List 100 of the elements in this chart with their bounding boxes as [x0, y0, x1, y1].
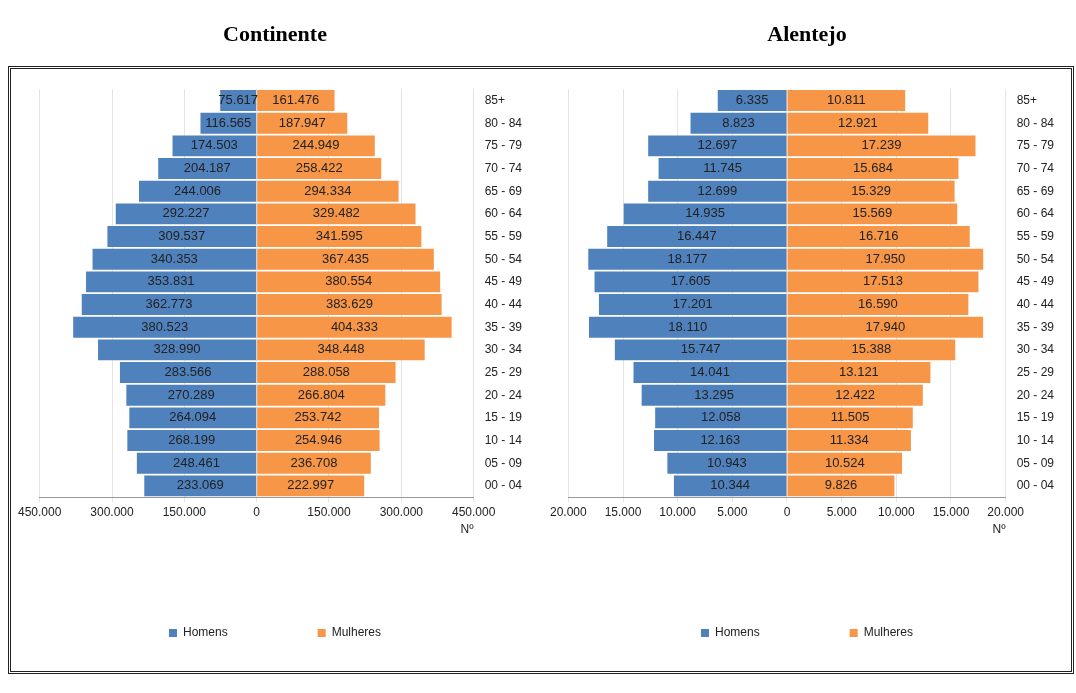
x-tick-label: 150.000 [307, 504, 351, 519]
data-label: 13.295 [694, 386, 734, 402]
x-tick-label: 10.000 [877, 504, 915, 519]
x-tick-label: 0 [253, 504, 261, 519]
data-label: 10.524 [824, 454, 865, 470]
data-label: 8.823 [722, 114, 755, 130]
bar [658, 158, 787, 179]
bar [257, 226, 422, 247]
data-label: 254.946 [294, 432, 342, 448]
y-tick-label: 85+ [484, 92, 505, 107]
data-label: 11.745 [703, 160, 742, 176]
data-label: 15.388 [851, 341, 892, 357]
bar [598, 294, 787, 315]
data-label: 268.199 [168, 432, 216, 448]
data-label: 174.503 [190, 137, 238, 153]
x-tick-label: 300.000 [90, 504, 135, 519]
y-tick-label: 60 - 64 [484, 206, 523, 221]
y-tick-label: 75 - 79 [1016, 138, 1055, 153]
y-tick-label: 85+ [1016, 92, 1037, 107]
data-label: 16.716 [858, 228, 899, 244]
data-label: 309.537 [158, 228, 206, 244]
data-label: 253.742 [294, 409, 342, 425]
bar [787, 362, 931, 383]
y-tick-label: 00 - 04 [1016, 478, 1055, 493]
y-tick-label: 75 - 79 [484, 138, 523, 153]
y-tick-label: 70 - 74 [1016, 160, 1055, 175]
data-label: 292.227 [162, 205, 210, 221]
x-tick-label: 15.000 [604, 504, 642, 519]
legend-label: Homens [182, 625, 228, 640]
data-label: 294.334 [304, 182, 352, 198]
x-tick-label: 5.000 [826, 504, 857, 519]
y-tick-label: 05 - 09 [484, 455, 523, 470]
data-label: 17.940 [865, 318, 906, 334]
y-tick-label: 80 - 84 [1016, 115, 1055, 130]
data-label: 12.058 [700, 409, 741, 425]
chart-title: Continente [222, 21, 328, 47]
y-tick-label: 40 - 44 [484, 296, 523, 311]
y-tick-label: 20 - 24 [484, 387, 523, 402]
data-label: 204.187 [183, 160, 231, 176]
data-label: 14.041 [690, 364, 730, 380]
y-tick-label: 65 - 69 [1016, 183, 1055, 198]
data-label: 17.201 [672, 296, 713, 312]
y-tick-label: 80 - 84 [484, 115, 523, 130]
y-tick-label: 35 - 39 [1016, 319, 1055, 334]
y-tick-label: 15 - 19 [1016, 410, 1055, 425]
bar [787, 430, 911, 451]
bar [257, 430, 380, 451]
data-label: 12.921 [837, 114, 878, 130]
data-label: 10.344 [710, 477, 751, 493]
data-label: 270.289 [167, 386, 215, 402]
bar [107, 226, 257, 247]
data-label: 380.554 [325, 273, 373, 289]
x-tick-label: 150.000 [162, 504, 207, 519]
data-label: 15.569 [852, 205, 893, 221]
bar [787, 294, 969, 315]
bar [654, 430, 787, 451]
data-label: 15.684 [853, 160, 893, 176]
data-label: 328.990 [153, 341, 201, 357]
data-label: 348.448 [317, 341, 365, 357]
legend-label: Mulheres [863, 625, 914, 640]
x-tick-label: 10.000 [659, 504, 697, 519]
bar [787, 90, 906, 111]
bar [81, 294, 257, 315]
data-label: 244.949 [292, 137, 340, 153]
data-label: 16.590 [858, 296, 898, 312]
x-tick-label: 20.000 [987, 504, 1025, 519]
data-label: 329.482 [312, 205, 360, 221]
x-tick-label: 450.000 [17, 504, 62, 519]
y-tick-label: 25 - 29 [1016, 364, 1055, 379]
x-tick-label: 0 [783, 504, 791, 519]
data-label: 12.163 [700, 432, 741, 448]
y-tick-label: 10 - 14 [484, 432, 523, 447]
x-axis-title: Nº [992, 522, 1007, 537]
y-tick-label: 45 - 49 [1016, 274, 1055, 289]
bar [257, 158, 382, 179]
x-tick-label: 15.000 [932, 504, 970, 519]
legend-label: Homens [714, 625, 760, 640]
legend-label: Mulheres [331, 625, 382, 640]
data-label: 10.943 [707, 454, 747, 470]
x-tick-label: 450.000 [451, 504, 496, 519]
bar [127, 430, 257, 451]
data-label: 17.239 [861, 137, 902, 153]
chart-title: Alentejo [766, 21, 848, 47]
y-tick-label: 55 - 59 [1016, 228, 1055, 243]
data-label: 222.997 [287, 477, 335, 493]
data-label: 14.935 [685, 205, 725, 221]
y-tick-label: 50 - 54 [484, 251, 523, 266]
bar [257, 362, 396, 383]
bar [158, 158, 257, 179]
bar [119, 362, 257, 383]
y-tick-label: 55 - 59 [484, 228, 523, 243]
data-label: 288.058 [302, 364, 350, 380]
bar [787, 226, 970, 247]
data-label: 18.110 [668, 318, 708, 334]
data-label: 236.708 [290, 454, 338, 470]
data-label: 16.447 [676, 228, 717, 244]
bar [257, 294, 442, 315]
data-label: 9.826 [824, 477, 858, 493]
y-tick-label: 05 - 09 [1016, 455, 1055, 470]
x-tick-label: 300.000 [379, 504, 424, 519]
